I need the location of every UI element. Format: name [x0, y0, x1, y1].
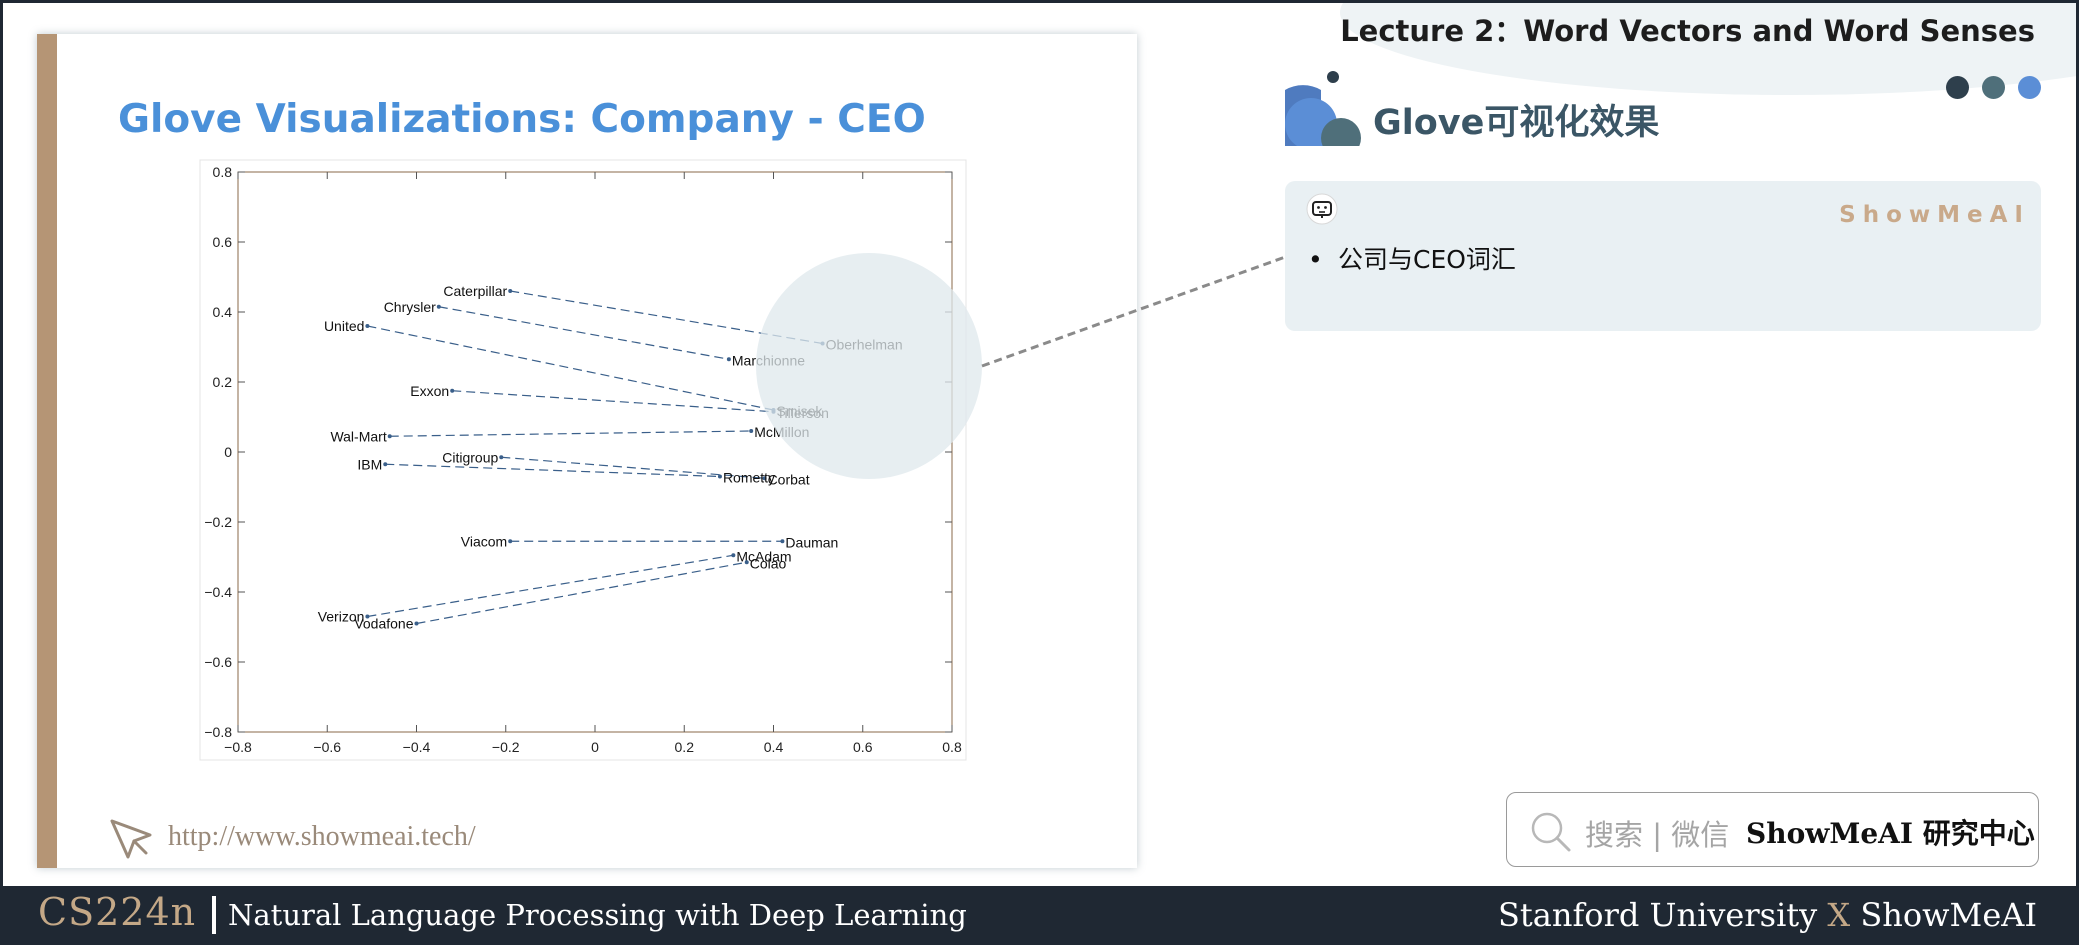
x-tick-label: 0.4: [764, 739, 784, 755]
slide-title: Glove Visualizations: Company - CEO: [118, 97, 926, 142]
ceo-point: [749, 429, 754, 433]
slide-url-link[interactable]: http://www.showmeai.tech/: [108, 815, 476, 859]
footer-bar: CS224n Natural Language Processing with …: [0, 886, 2079, 945]
x-tick-label: 0.2: [675, 739, 695, 755]
company-point: [387, 434, 392, 439]
y-tick-label: −0.4: [204, 584, 232, 600]
slide-url[interactable]: http://www.showmeai.tech/: [168, 821, 476, 852]
company-ceo-pair: IBM Rometty: [357, 456, 775, 485]
company-label: Verizon: [318, 609, 365, 625]
y-tick-label: 0.4: [213, 304, 233, 320]
company-label: Viacom: [461, 533, 507, 549]
company-point: [365, 614, 370, 619]
company-label: Vodafone: [354, 616, 413, 632]
ceo-point: [717, 474, 722, 479]
slide-accent-bar: [37, 34, 57, 868]
company-ceo-pair: Verizon McAdam: [318, 548, 792, 624]
y-tick-label: −0.6: [204, 654, 232, 670]
x-tick-label: 0: [591, 739, 599, 755]
company-point: [450, 388, 455, 393]
org-x: X: [1827, 896, 1851, 934]
course-code: CS224n: [38, 890, 197, 934]
pair-line: [510, 290, 823, 345]
company-label: Wal-Mart: [330, 428, 386, 444]
search-placeholder: 搜索 | 微信: [1585, 818, 1730, 852]
section-title: Glove可视化效果: [1373, 103, 1660, 143]
progress-dot-1: [1946, 76, 1969, 99]
pair-line: [438, 306, 729, 360]
company-label: IBM: [357, 456, 382, 472]
company-label: Caterpillar: [443, 283, 507, 299]
company-point: [508, 289, 513, 293]
x-tick-label: −0.4: [403, 739, 431, 755]
x-tick-label: −0.2: [492, 739, 520, 755]
y-tick-label: 0.6: [213, 234, 233, 250]
bullet-text: 公司与CEO词汇: [1338, 245, 1516, 274]
y-tick-label: 0.2: [213, 374, 233, 390]
company-point: [414, 621, 419, 626]
search-icon: [1531, 812, 1571, 852]
company-point: [436, 304, 441, 309]
company-ceo-pair: Viacom Dauman: [461, 533, 839, 550]
ceo-point: [780, 539, 785, 544]
callout-connector: [981, 254, 1289, 368]
brand-label: ShowMeAI: [1839, 202, 2030, 228]
company-label: Exxon: [410, 383, 449, 399]
y-tick-label: 0.8: [213, 164, 233, 180]
company-ceo-pair: Citigroup Corbat: [442, 449, 809, 487]
company-ceo-pair: Vodafone Colao: [354, 555, 786, 631]
section-logo-icon: [1285, 71, 1361, 146]
ceo-point: [726, 357, 731, 362]
ceo-label: McAdam: [736, 548, 791, 564]
bullet-symbol: •: [1308, 245, 1323, 274]
x-tick-label: 0.6: [853, 739, 873, 755]
footer-separator: [212, 896, 216, 934]
pair-line: [389, 430, 752, 437]
cursor-arrow-icon: [110, 819, 152, 859]
footer-org: Stanford University X ShowMeAI: [1498, 896, 2037, 934]
company-point: [365, 324, 370, 328]
highlight-circle: [756, 253, 982, 479]
note-card: [1285, 181, 2041, 331]
x-tick-label: −0.6: [313, 739, 341, 755]
ceo-point: [731, 553, 736, 558]
pair-line: [452, 390, 774, 413]
company-label: Citigroup: [442, 449, 498, 465]
org-left: Stanford University: [1497, 896, 1818, 934]
company-point: [508, 539, 513, 544]
y-tick-label: −0.8: [204, 724, 232, 740]
company-label: Chrysler: [384, 299, 436, 315]
pair-line: [501, 456, 765, 479]
ceo-point: [744, 560, 749, 565]
org-right: ShowMeAI: [1860, 896, 2037, 934]
progress-dot-2: [1982, 76, 2005, 99]
course-name: Natural Language Processing with Deep Le…: [228, 898, 967, 932]
company-label: United: [324, 318, 364, 334]
pair-line: [367, 554, 734, 618]
search-brand: ShowMeAI 研究中心: [1746, 817, 2035, 850]
robot-icon: [1306, 193, 1338, 225]
progress-dot-3: [2018, 76, 2041, 99]
company-point: [383, 462, 388, 467]
search-box[interactable]: 搜索 | 微信 ShowMeAI 研究中心: [1506, 792, 2039, 867]
company-point: [499, 455, 504, 460]
ceo-label: Corbat: [768, 471, 810, 487]
ceo-label: Rometty: [723, 470, 775, 486]
ceo-point: [762, 476, 767, 481]
x-tick-label: 0.8: [942, 739, 962, 755]
x-tick-label: −0.8: [224, 739, 252, 755]
ceo-label: Colao: [750, 555, 787, 571]
y-tick-label: 0: [224, 444, 232, 460]
bullet-item: • 公司与CEO词汇: [1308, 240, 1516, 276]
y-tick-label: −0.2: [204, 514, 232, 530]
lecture-title: Lecture 2：Word Vectors and Word Senses: [1340, 14, 2035, 48]
ceo-label: Dauman: [785, 534, 838, 550]
